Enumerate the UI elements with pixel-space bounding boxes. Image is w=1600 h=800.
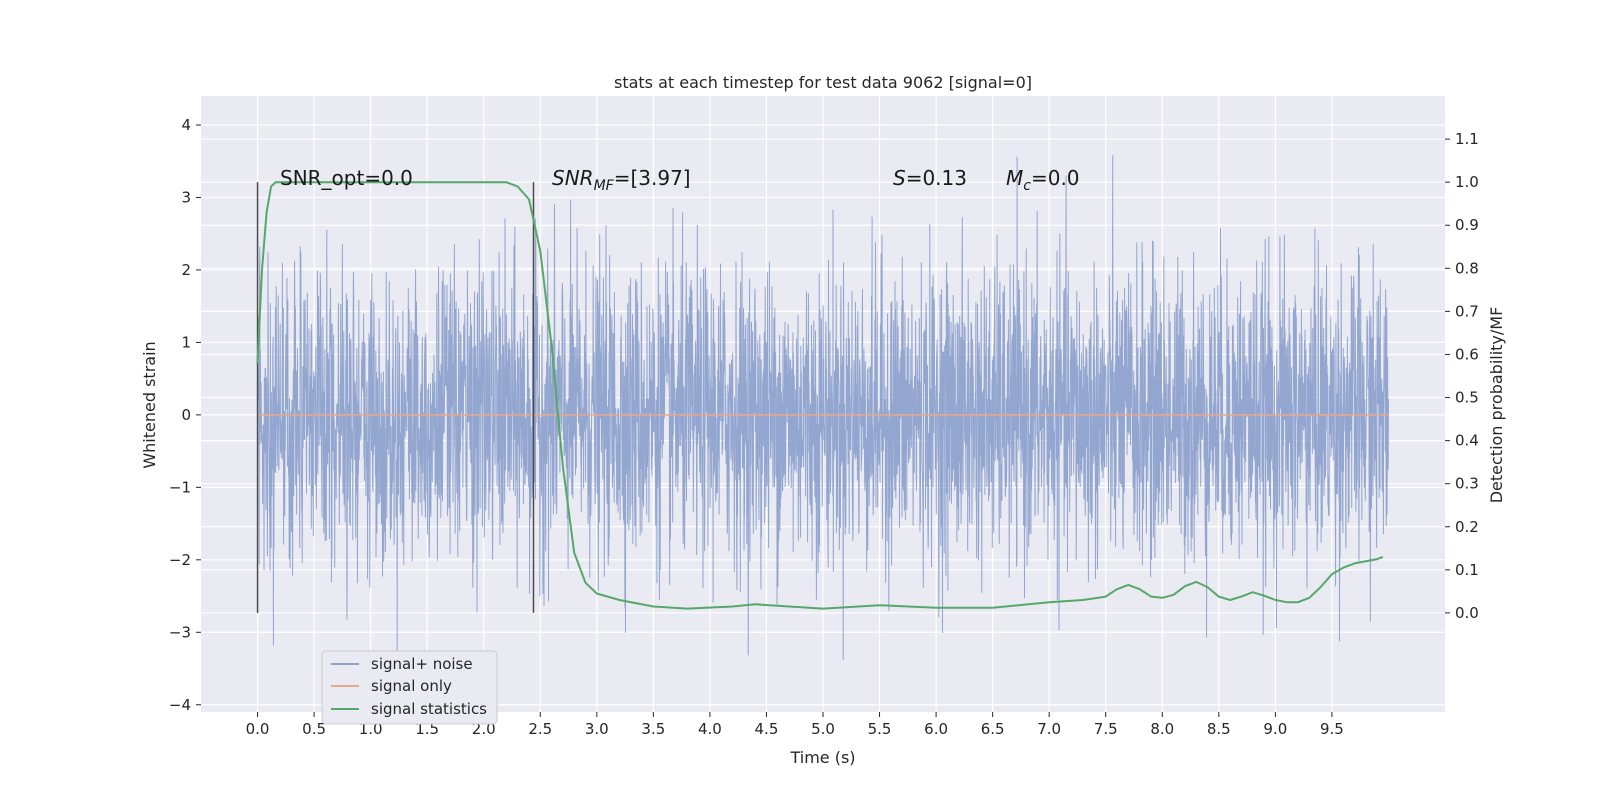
- noise-line: [257, 155, 1389, 661]
- annotation-s-var: S: [893, 166, 906, 190]
- x-tick-label: 7.5: [1094, 720, 1118, 738]
- y-tick-label: 4: [181, 116, 191, 134]
- series-signal-noise: [257, 155, 1389, 661]
- x-tick-label: 9.5: [1320, 720, 1344, 738]
- annotation-mc-value: =0.0: [1031, 166, 1080, 190]
- x-tick-label: 4.0: [698, 720, 722, 738]
- annotation-mc-var: M: [1006, 166, 1023, 190]
- x-tick-label: 0.5: [302, 720, 326, 738]
- x-tick-label: 6.5: [981, 720, 1005, 738]
- annotation-s-value: =0.13: [906, 166, 967, 190]
- axis-ticks: 0.0 0.5 1.0 1.5 2.0 2.5 3.0 3.5 4.0 4.5 5.0 5.5 6.0 6…: [169, 116, 1479, 738]
- y-tick-label: 1: [181, 333, 191, 351]
- y2-axis-label: Detection probability/MF: [1487, 307, 1506, 504]
- y-tick-label: 0: [181, 406, 191, 424]
- x-tick-label: 7.0: [1037, 720, 1061, 738]
- y2-tick-label: 0.4: [1455, 432, 1479, 450]
- series-signal-statistics: [256, 181, 1384, 610]
- legend: signal+ noise signal only signal statist…: [321, 650, 498, 725]
- legend-label-signal-noise: signal+ noise: [371, 655, 473, 673]
- x-tick-label: 6.0: [924, 720, 948, 738]
- y2-tick-label: 1.1: [1455, 130, 1479, 148]
- x-tick-label: 4.5: [755, 720, 779, 738]
- y2-tick-label: 0.6: [1455, 345, 1479, 363]
- y-tick-label: −3: [169, 623, 191, 641]
- annotation-snr-mf-base: SNR: [552, 166, 594, 190]
- x-tick-label: 9.0: [1263, 720, 1287, 738]
- annotation-mc-sub: c: [1023, 178, 1031, 194]
- y-tick-label: 3: [181, 188, 191, 206]
- x-tick-label: 5.0: [811, 720, 835, 738]
- y-tick-label: −2: [169, 551, 191, 569]
- x-tick-label: 5.5: [868, 720, 892, 738]
- legend-box: [321, 650, 498, 725]
- annotation-snr-mf-value: =[3.97]: [614, 166, 691, 190]
- y2-tick-label: 0.3: [1455, 475, 1479, 493]
- y-tick-label: −1: [169, 478, 191, 496]
- x-tick-label: 2.5: [528, 720, 552, 738]
- y-axis-label: Whitened strain: [140, 341, 159, 468]
- x-tick-label: 8.0: [1150, 720, 1174, 738]
- signal-statistics-line: [256, 181, 1384, 610]
- y2-tick-label: 0.0: [1455, 604, 1479, 622]
- x-axis-label: Time (s): [789, 748, 855, 767]
- annotation-snr-mf: SNRMF=[3.97]: [552, 166, 691, 194]
- y2-tick-label: 0.1: [1455, 561, 1479, 579]
- x-tick-label: 3.5: [641, 720, 665, 738]
- y2-tick-label: 1.0: [1455, 173, 1479, 191]
- annotation-snr-mf-sub: MF: [594, 178, 615, 194]
- x-tick-label: 0.0: [246, 720, 270, 738]
- annotation-s: S=0.13: [893, 166, 967, 190]
- annotation-mc: Mc=0.0: [1006, 166, 1080, 194]
- y2-tick-label: 0.7: [1455, 302, 1479, 320]
- y-tick-label: −4: [169, 696, 191, 714]
- y-tick-label: 2: [181, 261, 191, 279]
- y2-tick-label: 0.2: [1455, 518, 1479, 536]
- legend-label-signal-statistics: signal statistics: [371, 700, 487, 718]
- y2-tick-label: 0.9: [1455, 216, 1479, 234]
- chart-title: stats at each timestep for test data 906…: [614, 73, 1032, 92]
- legend-label-signal-only: signal only: [371, 677, 452, 695]
- y2-tick-label: 0.8: [1455, 259, 1479, 277]
- x-tick-label: 8.5: [1207, 720, 1231, 738]
- y2-tick-label: 0.5: [1455, 389, 1479, 407]
- annotation-snr-opt: SNR_opt=0.0: [280, 166, 413, 190]
- vertical-markers: [256, 182, 535, 613]
- x-tick-label: 3.0: [585, 720, 609, 738]
